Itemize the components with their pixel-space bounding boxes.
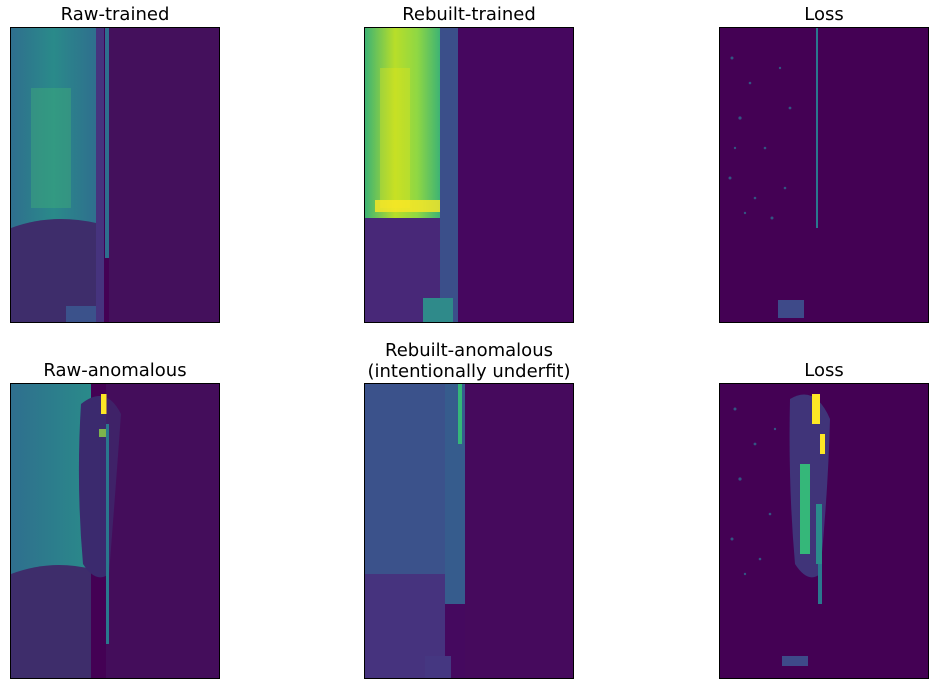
panel-title: Rebuilt-trained — [402, 4, 536, 25]
image-raw-anomalous — [10, 383, 220, 679]
panel-title: Loss — [804, 4, 844, 25]
panel-title: Rebuilt-anomalous (intentionally underfi… — [367, 340, 571, 382]
panel-title: Raw-trained — [60, 4, 170, 25]
panel-title: Loss — [804, 360, 844, 381]
image-raw-trained — [10, 27, 220, 323]
image-loss-anomalous — [719, 383, 929, 679]
panel-title: Raw-anomalous — [43, 360, 187, 381]
image-rebuilt-trained — [364, 27, 574, 323]
image-loss — [719, 27, 929, 323]
image-rebuilt-anomalous — [364, 383, 574, 679]
